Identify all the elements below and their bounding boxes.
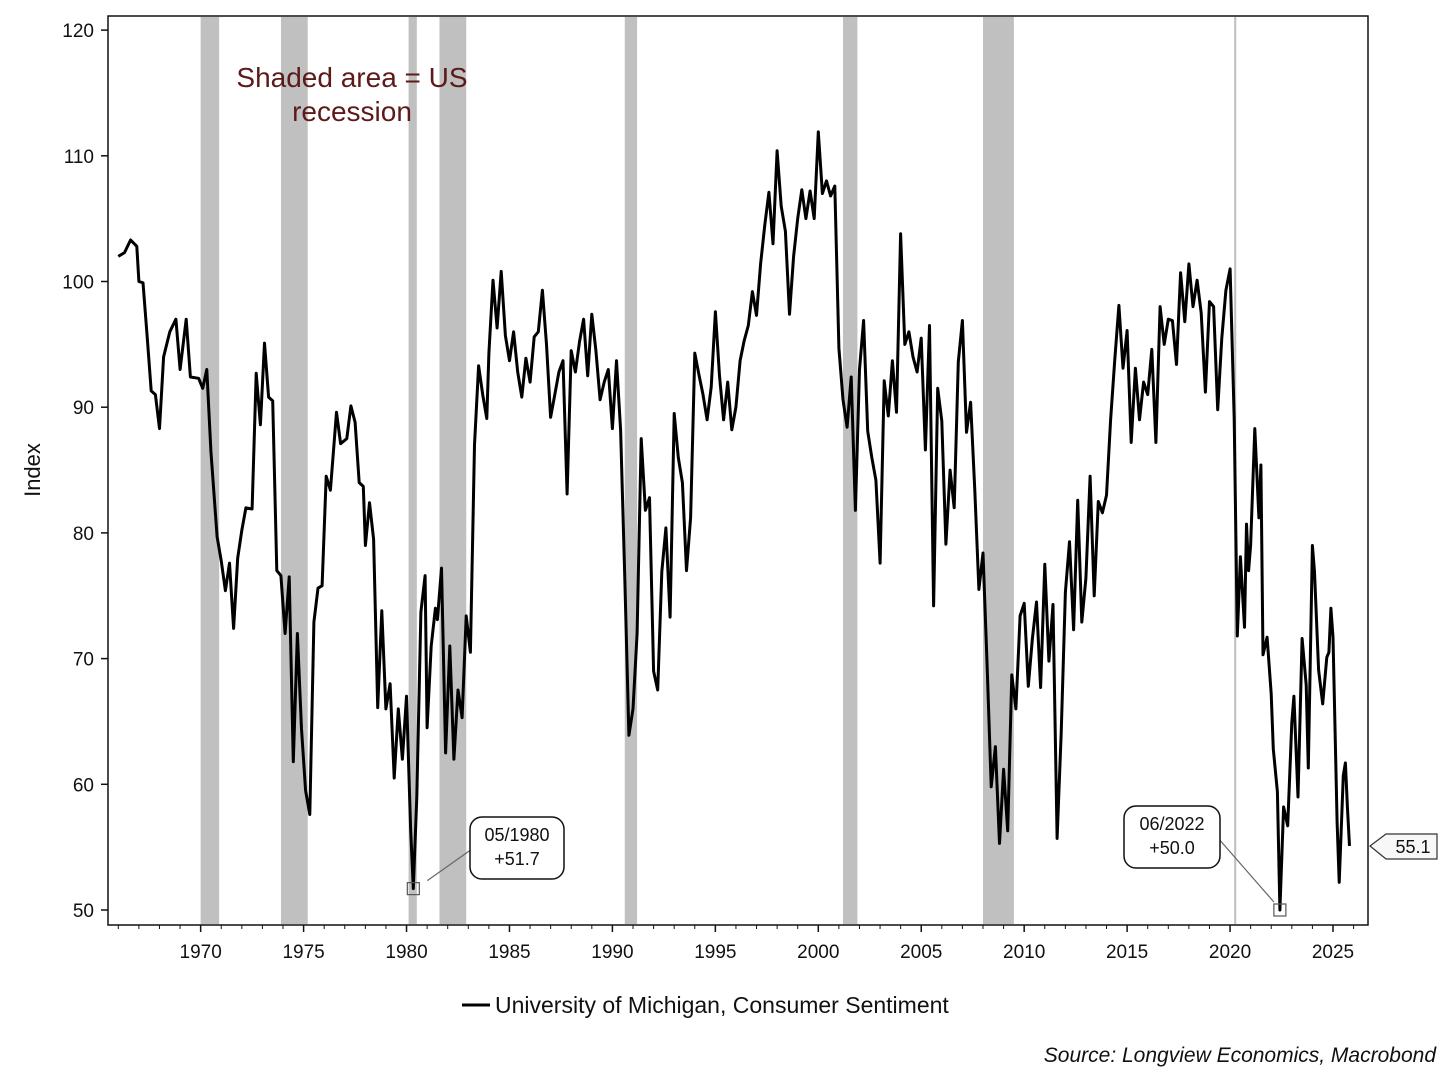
callout-leader	[1217, 837, 1275, 903]
callout-box	[469, 816, 565, 880]
y-tick-label: 60	[73, 775, 94, 796]
legend: University of Michigan, Consumer Sentime…	[462, 992, 949, 1018]
x-tick-label: 2010	[1003, 942, 1045, 963]
annotation-line-2: recession	[292, 96, 412, 127]
callout-date: 05/1980	[484, 825, 549, 845]
y-tick-label: 90	[73, 398, 94, 419]
x-tick-label: 1975	[282, 942, 324, 963]
x-tick-label: 2015	[1106, 942, 1148, 963]
callout-06-2022: 06/2022 +50.0	[1123, 805, 1287, 917]
recession-band-1	[200, 17, 220, 924]
x-tick-label: 2025	[1312, 942, 1354, 963]
consumer-sentiment-line	[117, 130, 1351, 912]
callout-date: 06/2022	[1139, 814, 1204, 834]
callout-value: +50.0	[1149, 838, 1195, 858]
recession-band-2	[280, 17, 308, 924]
x-tick-label: 2005	[900, 942, 942, 963]
y-axis-title: Index	[20, 443, 45, 497]
x-axis: 1970 1975 1980 1985 1990 1995 2000 2005 2010 2015…	[117, 925, 1354, 963]
y-tick-label: 70	[73, 650, 94, 671]
callout-marker	[1273, 903, 1287, 917]
callout-05-1980: 05/1980 +51.7	[406, 816, 565, 896]
recession-band-5	[624, 17, 638, 924]
y-axis: 50 60 70 80 90 100 110 120	[62, 21, 108, 922]
last-value-box	[1369, 833, 1438, 860]
last-value-label: 55.1	[1395, 837, 1430, 857]
x-tick-label: 1970	[180, 942, 222, 963]
recession-band-6	[843, 17, 858, 924]
plot-area-frame	[107, 15, 1369, 926]
y-tick-label: 100	[62, 273, 94, 294]
recession-bands	[200, 17, 1237, 924]
source-note: Source: Longview Economics, Macrobond	[1044, 1044, 1438, 1067]
y-tick-label: 80	[73, 524, 94, 545]
x-tick-label: 1980	[385, 942, 427, 963]
last-value-marker: 55.1	[1369, 833, 1438, 860]
legend-label: University of Michigan, Consumer Sentime…	[495, 992, 949, 1018]
callout-marker	[406, 882, 420, 896]
callout-leader	[426, 848, 473, 882]
recession-band-3	[408, 17, 417, 924]
annotation-line-1: Shaded area = US	[236, 62, 467, 93]
x-tick-label: 2020	[1209, 942, 1251, 963]
recession-band-4	[439, 17, 467, 924]
y-tick-label: 50	[73, 901, 94, 922]
callout-value: +51.7	[494, 849, 540, 869]
y-tick-label: 120	[62, 21, 94, 42]
x-tick-label: 2000	[797, 942, 839, 963]
x-tick-label: 1995	[694, 942, 736, 963]
y-tick-label: 110	[64, 147, 94, 168]
x-tick-label: 1985	[488, 942, 530, 963]
callout-box	[1123, 805, 1221, 869]
recession-annotation: Shaded area = US recession	[236, 62, 467, 127]
x-tick-label: 1990	[591, 942, 633, 963]
callouts: 05/1980 +51.7 06/2022 +50.0	[406, 805, 1287, 917]
